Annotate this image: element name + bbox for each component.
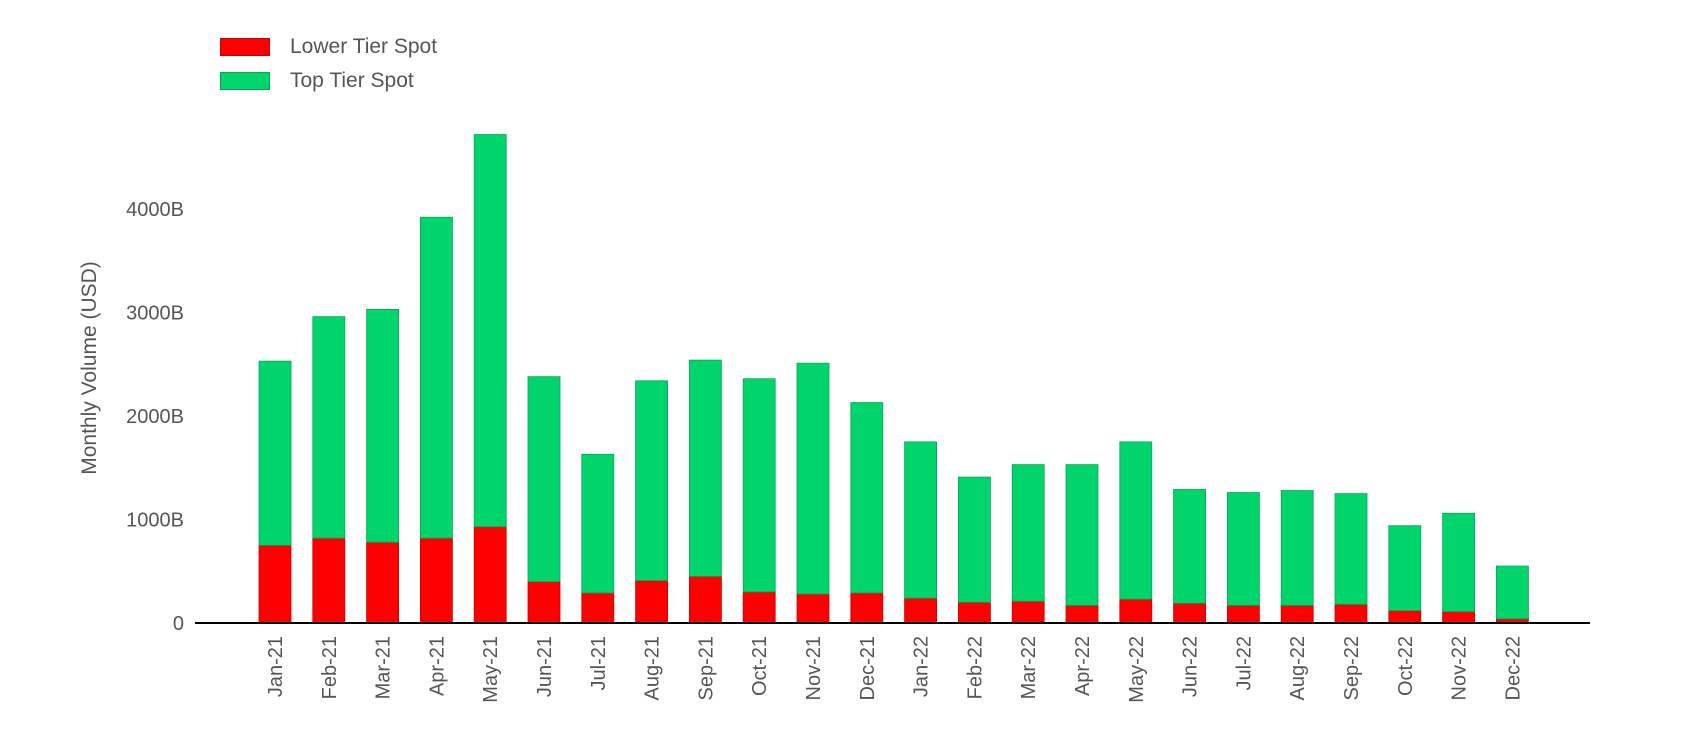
legend-item-lower-tier: Lower Tier Spot xyxy=(220,30,437,64)
bar-lower-tier xyxy=(742,591,776,624)
bar-lower-tier xyxy=(689,576,722,624)
bar-lower-tier xyxy=(1011,600,1045,624)
bar-lower-tier xyxy=(1173,602,1206,624)
bar-lower-tier xyxy=(1227,605,1260,624)
bar-top-tier xyxy=(527,376,561,583)
bar-lower-tier xyxy=(904,597,937,624)
x-tick-label: Mar-21 xyxy=(373,636,395,699)
bar-lower-tier xyxy=(581,592,615,624)
x-tick-label: Feb-22 xyxy=(964,636,986,699)
bar-top-tier xyxy=(1011,464,1045,602)
bar-top-tier xyxy=(850,402,884,594)
bar-lower-tier xyxy=(958,601,991,624)
x-tick-label: Sep-22 xyxy=(1341,636,1363,701)
x-tick-label: Jun-21 xyxy=(534,636,556,697)
legend-swatch-lower-tier xyxy=(220,38,270,56)
x-tick-label: Jan-21 xyxy=(265,636,287,697)
bar-top-tier xyxy=(1173,489,1206,604)
bar-lower-tier xyxy=(635,580,668,624)
bar-top-tier xyxy=(904,441,937,599)
bar-top-tier xyxy=(1227,492,1260,606)
bar-top-tier xyxy=(1280,490,1314,606)
y-axis-ticks: 0 1000B 2000B 3000B 4000B xyxy=(126,199,184,635)
x-tick-label: Apr-22 xyxy=(1072,636,1094,696)
bar-top-tier xyxy=(1065,464,1099,606)
x-tick-label: Sep-21 xyxy=(695,636,717,701)
x-tick-label: Nov-22 xyxy=(1449,636,1471,700)
bar-lower-tier xyxy=(312,537,346,624)
bar-lower-tier xyxy=(1280,605,1314,624)
x-tick-label: Nov-21 xyxy=(803,636,825,700)
y-tick-label: 2000B xyxy=(126,406,184,428)
x-tick-label: Jan-22 xyxy=(911,636,933,697)
bar-lower-tier xyxy=(796,593,830,624)
bar-top-tier xyxy=(635,380,668,581)
bar-top-tier xyxy=(312,316,346,539)
x-tick-label: May-22 xyxy=(1126,636,1148,703)
bar-top-tier xyxy=(689,359,722,577)
bar-top-tier xyxy=(419,216,453,539)
y-tick-label: 4000B xyxy=(126,199,184,221)
bar-top-tier xyxy=(581,453,615,594)
bar-lower-tier xyxy=(1442,611,1475,624)
bar-top-tier xyxy=(1496,565,1529,620)
x-tick-label: Dec-21 xyxy=(857,636,879,700)
bar-lower-tier xyxy=(473,526,507,624)
bar-lower-tier xyxy=(258,544,292,624)
bar-lower-tier xyxy=(1065,605,1099,624)
legend-label-top-tier: Top Tier Spot xyxy=(290,69,414,92)
bar-top-tier xyxy=(258,360,292,546)
x-tick-label: Dec-22 xyxy=(1502,636,1524,700)
x-axis-ticks: Jan-21 Feb-21 Mar-21 Apr-21 May-21 Jun-21 Jul-… xyxy=(265,636,1524,703)
bar-top-tier xyxy=(1334,493,1368,605)
legend-label-lower-tier: Lower Tier Spot xyxy=(290,35,438,58)
y-tick-label: 0 xyxy=(173,613,184,635)
bar-top-tier xyxy=(1442,512,1475,613)
x-tick-label: Feb-21 xyxy=(319,636,341,699)
bar-top-tier xyxy=(742,378,776,593)
bar-top-tier xyxy=(958,476,991,603)
y-axis-title: Monthly Volume (USD) xyxy=(78,261,101,475)
bar-lower-tier xyxy=(850,592,884,624)
legend-swatch-top-tier xyxy=(220,72,270,90)
bar-lower-tier xyxy=(1334,603,1368,624)
bar-lower-tier xyxy=(527,581,561,624)
x-tick-label: May-21 xyxy=(480,636,502,703)
bar-lower-tier xyxy=(419,537,453,624)
x-tick-label: Jun-22 xyxy=(1180,636,1202,697)
x-tick-label: Jul-21 xyxy=(588,636,610,690)
x-tick-label: Apr-21 xyxy=(426,636,448,696)
bar-lower-tier xyxy=(1119,598,1153,624)
bar-top-tier xyxy=(1388,525,1422,611)
bar-top-tier xyxy=(796,362,830,595)
x-tick-label: Jul-22 xyxy=(1233,636,1255,690)
legend-item-top-tier: Top Tier Spot xyxy=(220,64,437,98)
bar-lower-tier xyxy=(1388,610,1422,624)
bar-lower-tier xyxy=(366,541,400,624)
bar-top-tier xyxy=(473,134,507,528)
x-tick-label: Aug-22 xyxy=(1287,636,1309,701)
bar-top-tier xyxy=(366,308,400,543)
y-tick-label: 1000B xyxy=(126,510,184,532)
x-tick-label: Oct-22 xyxy=(1395,636,1417,696)
x-tick-label: Aug-21 xyxy=(642,636,664,701)
legend: Lower Tier Spot Top Tier Spot xyxy=(220,30,437,98)
x-tick-label: Mar-22 xyxy=(1018,636,1040,699)
x-tick-label: Oct-21 xyxy=(749,636,771,696)
bar-top-tier xyxy=(1119,441,1153,600)
bars xyxy=(258,134,1529,624)
y-tick-label: 3000B xyxy=(126,303,184,325)
